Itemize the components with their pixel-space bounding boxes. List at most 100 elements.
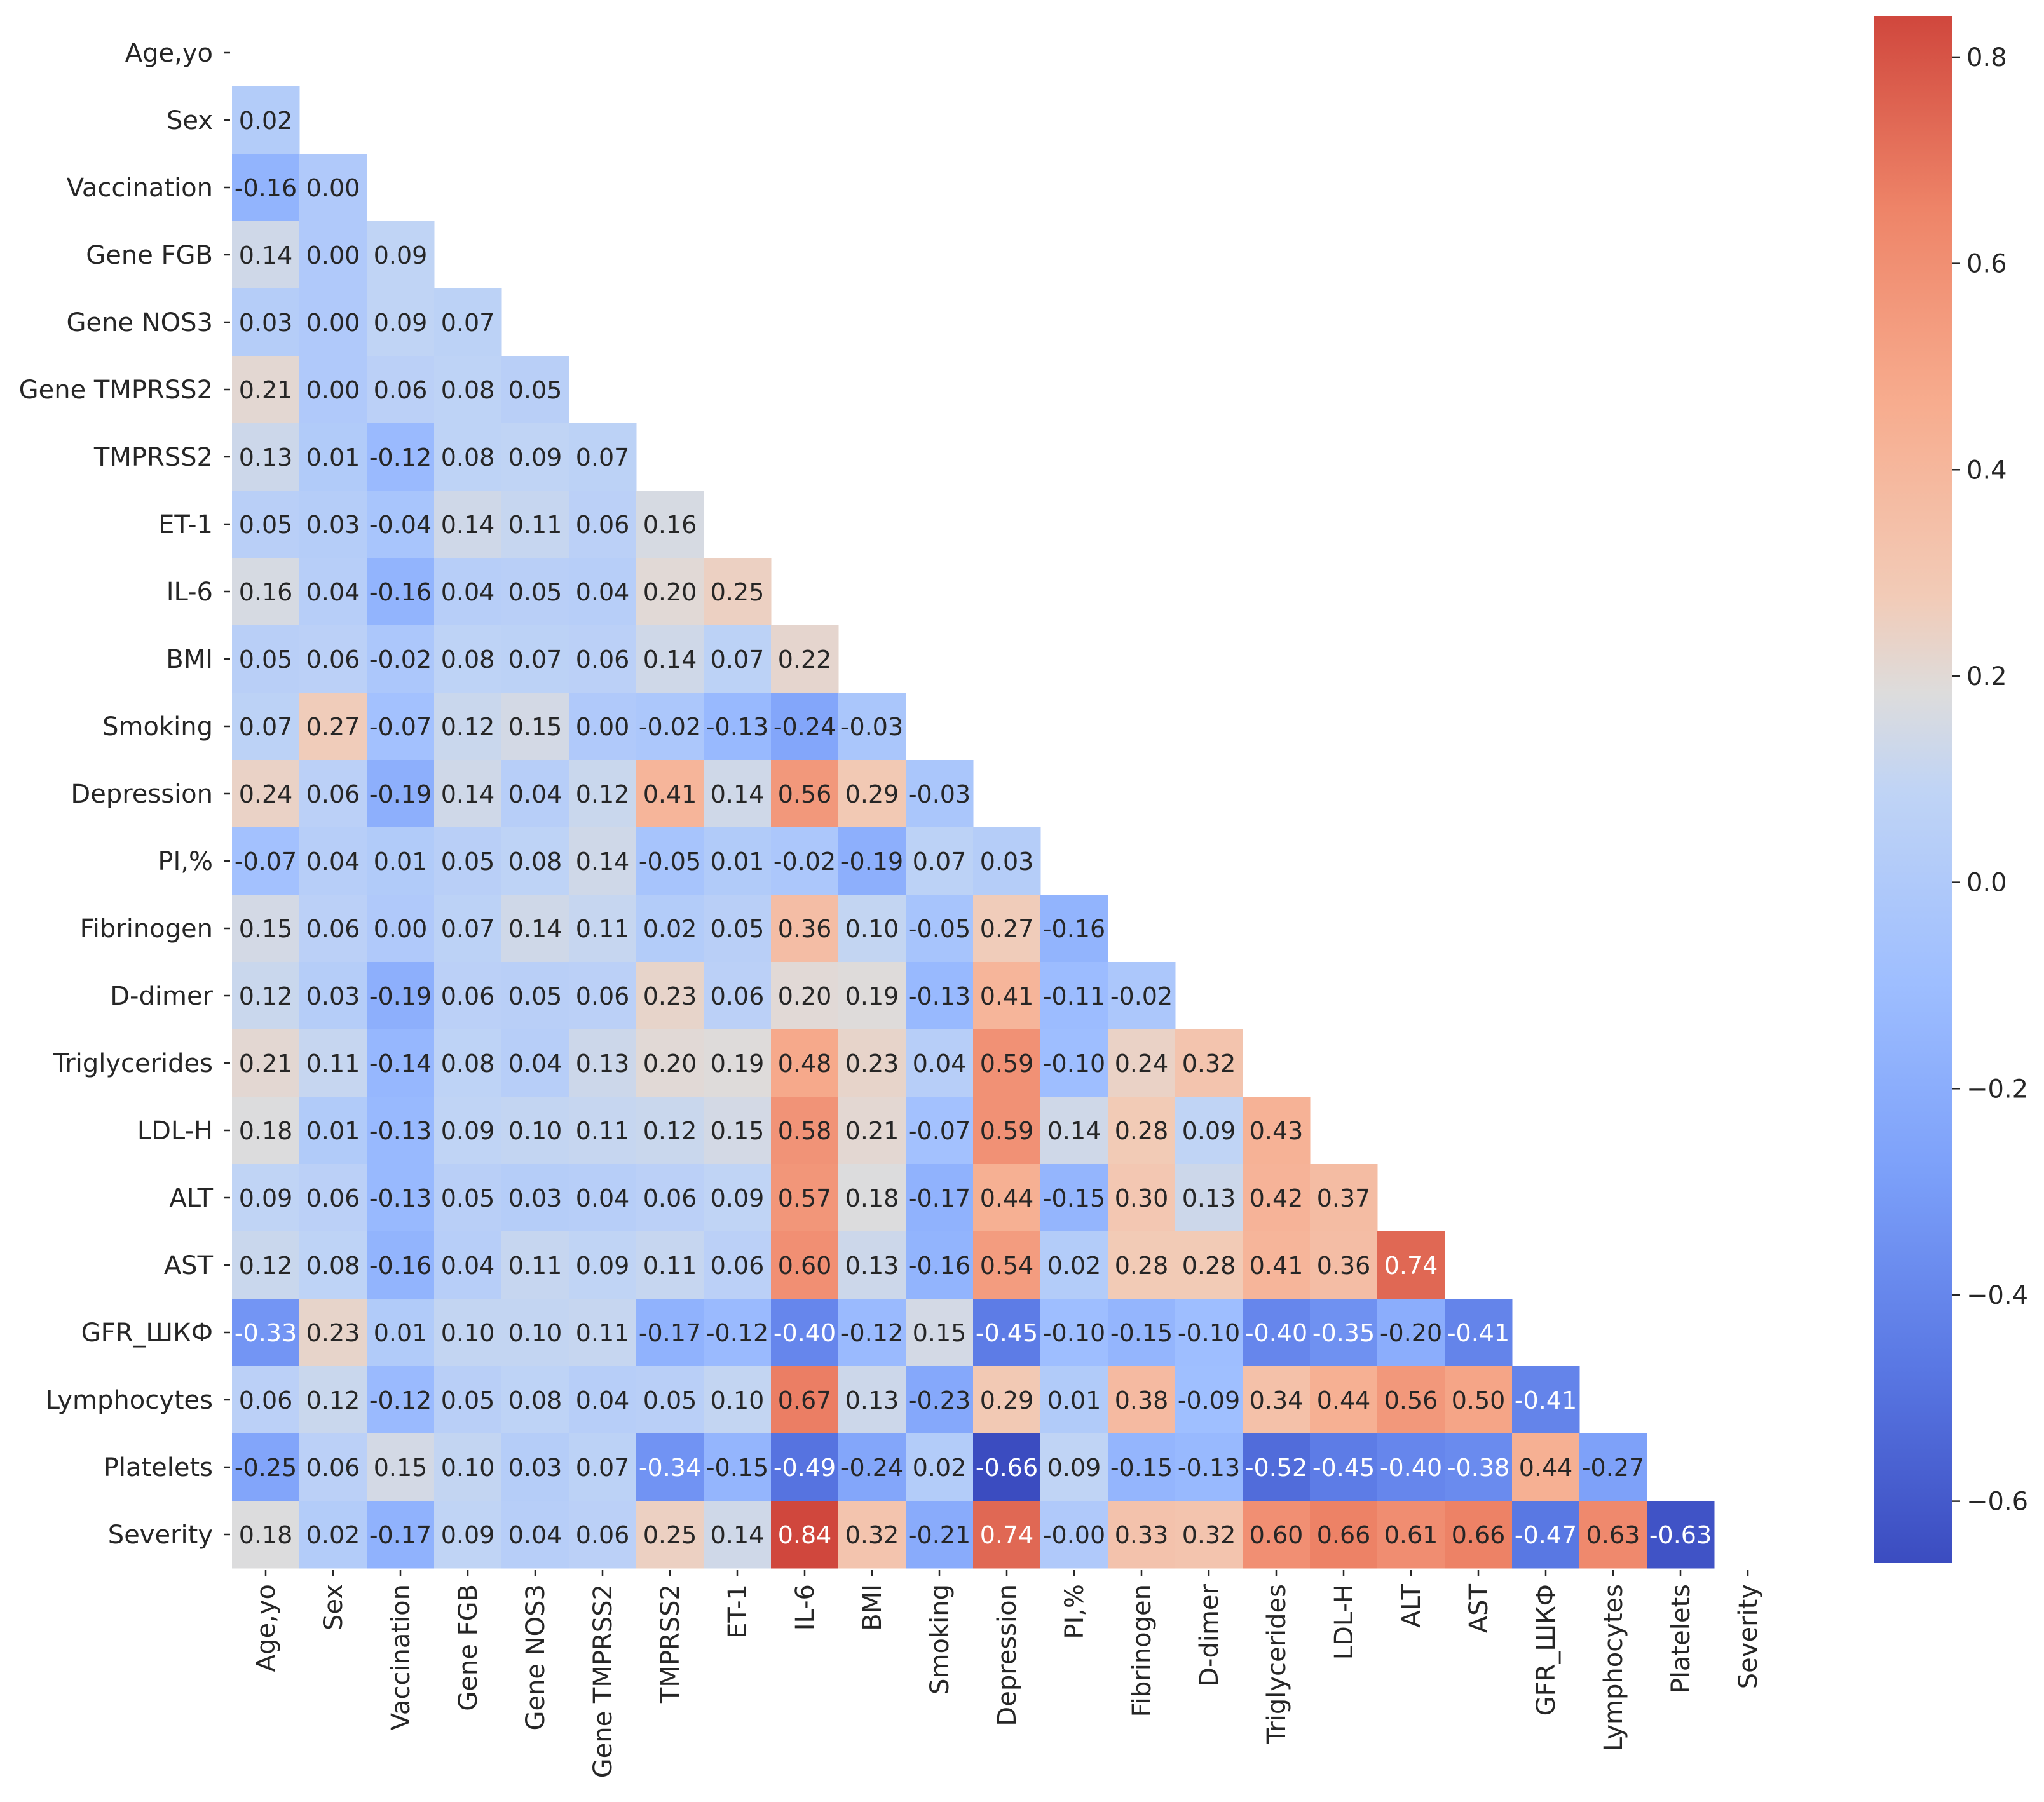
y-tick-label: ET-1 xyxy=(158,510,213,539)
heatmap-cell xyxy=(434,1433,502,1501)
y-tick-label: Severity xyxy=(108,1521,213,1550)
cell-value-label: 0.12 xyxy=(643,1117,697,1145)
cell-value-label: 0.00 xyxy=(374,915,428,943)
y-tick-label: GFR_ШКФ xyxy=(81,1318,213,1348)
cell-value-label: -0.41 xyxy=(1447,1319,1509,1347)
heatmap-cell xyxy=(704,760,772,828)
cell-value-label: 0.04 xyxy=(576,1386,630,1414)
cell-value-label: 0.28 xyxy=(1115,1252,1169,1280)
heatmap-cell xyxy=(367,625,435,693)
x-tick-label: PI,% xyxy=(1060,1584,1089,1639)
cell-value-label: 0.04 xyxy=(913,1050,967,1078)
heatmap-cell xyxy=(906,1097,974,1165)
cell-value-label: 0.16 xyxy=(643,511,697,539)
cell-value-label: 0.04 xyxy=(306,578,360,606)
heatmap-cell xyxy=(771,693,839,761)
cell-value-label: 0.48 xyxy=(778,1050,832,1078)
heatmap-cell xyxy=(434,1366,502,1434)
cell-value-label: 0.04 xyxy=(306,848,360,876)
heatmap-cell xyxy=(299,1501,367,1569)
heatmap-cell xyxy=(232,154,300,222)
cell-value-label: 0.01 xyxy=(306,444,360,471)
heatmap-cell xyxy=(838,760,906,828)
cell-value-label: 0.09 xyxy=(441,1521,495,1549)
cell-value-label: -0.21 xyxy=(908,1521,971,1549)
heatmap-cell xyxy=(1175,1433,1243,1501)
cell-value-label: -0.17 xyxy=(639,1319,701,1347)
heatmap-cell xyxy=(1310,1433,1378,1501)
heatmap-cell xyxy=(636,693,704,761)
cell-value-label: 0.10 xyxy=(441,1319,495,1347)
heatmap-cell xyxy=(636,1433,704,1501)
heatmap-cell xyxy=(1040,1433,1108,1501)
cell-value-label: 0.01 xyxy=(306,1117,360,1145)
cell-value-label: -0.02 xyxy=(773,848,836,876)
heatmap-cell xyxy=(367,895,435,963)
cell-value-label: 0.07 xyxy=(441,309,495,337)
cell-value-label: -0.52 xyxy=(1245,1454,1307,1482)
x-tick-label: BMI xyxy=(858,1584,887,1631)
cell-value-label: 0.11 xyxy=(576,1117,630,1145)
x-tick-label: Triglycerides xyxy=(1262,1584,1291,1744)
heatmap-cell xyxy=(569,1097,637,1165)
cell-value-label: 0.11 xyxy=(508,1252,562,1280)
heatmap-cell xyxy=(1108,1097,1176,1165)
cell-value-label: 0.09 xyxy=(1047,1454,1101,1482)
cell-value-label: 0.20 xyxy=(643,1050,697,1078)
heatmap-cell xyxy=(501,1164,569,1232)
heatmap-cell xyxy=(704,1501,772,1569)
cell-value-label: 0.07 xyxy=(576,444,630,471)
cell-value-label: 0.38 xyxy=(1115,1386,1169,1414)
heatmap-cell xyxy=(434,625,502,693)
y-tick-label: Fibrinogen xyxy=(80,914,213,944)
heatmap-cell xyxy=(1377,1366,1445,1434)
heatmap-cell xyxy=(367,1299,435,1367)
heatmap-cell xyxy=(299,558,367,626)
cell-value-label: -0.49 xyxy=(773,1454,836,1482)
cell-value-label: 0.21 xyxy=(239,376,293,404)
heatmap-cell xyxy=(367,221,435,289)
heatmap-cell xyxy=(232,288,300,356)
heatmap-cell xyxy=(367,423,435,491)
heatmap-cell xyxy=(232,1366,300,1434)
colorbar-gradient xyxy=(1874,16,1952,1563)
x-tick-label: Gene FGB xyxy=(454,1584,483,1711)
heatmap-cell xyxy=(299,356,367,424)
cell-value-label: -0.16 xyxy=(369,578,432,606)
cell-value-label: 0.58 xyxy=(778,1117,832,1145)
cell-value-label: 0.07 xyxy=(711,646,765,674)
heatmap-cell xyxy=(367,1501,435,1569)
heatmap-cell xyxy=(299,1231,367,1299)
cell-value-label: -0.11 xyxy=(1043,982,1105,1010)
cell-value-label: -0.12 xyxy=(369,444,432,471)
cell-value-label: 0.32 xyxy=(1182,1050,1236,1078)
heatmap-cell xyxy=(973,827,1041,895)
cell-value-label: 0.09 xyxy=(374,241,428,269)
cell-value-label: -0.20 xyxy=(1380,1319,1442,1347)
heatmap-cell xyxy=(1310,1299,1378,1367)
heatmap-cell xyxy=(636,1366,704,1434)
cell-value-label: 0.59 xyxy=(980,1117,1034,1145)
cell-value-label: 0.06 xyxy=(576,511,630,539)
cell-value-label: 0.27 xyxy=(980,915,1034,943)
heatmap-cell xyxy=(299,962,367,1030)
heatmap-cell xyxy=(501,1097,569,1165)
cell-value-label: 0.03 xyxy=(306,982,360,1010)
cell-value-label: 0.05 xyxy=(711,915,765,943)
heatmap-cell xyxy=(838,1164,906,1232)
colorbar-tick-label: 0.6 xyxy=(1966,250,2007,279)
heatmap-cell xyxy=(1243,1231,1311,1299)
heatmap-cell xyxy=(771,895,839,963)
cell-value-label: 0.06 xyxy=(576,646,630,674)
cell-value-label: 0.10 xyxy=(441,1454,495,1482)
heatmap-cell xyxy=(1108,1501,1176,1569)
heatmap-cell xyxy=(838,1097,906,1165)
cell-value-label: 0.50 xyxy=(1452,1386,1506,1414)
heatmap-cell xyxy=(973,1164,1041,1232)
cell-value-label: 0.14 xyxy=(576,848,630,876)
heatmap-cell xyxy=(299,1366,367,1434)
cell-value-label: 0.14 xyxy=(643,646,697,674)
y-tick-label: Vaccination xyxy=(67,173,213,203)
cell-value-label: 0.11 xyxy=(576,915,630,943)
cell-value-label: -0.41 xyxy=(1515,1386,1577,1414)
